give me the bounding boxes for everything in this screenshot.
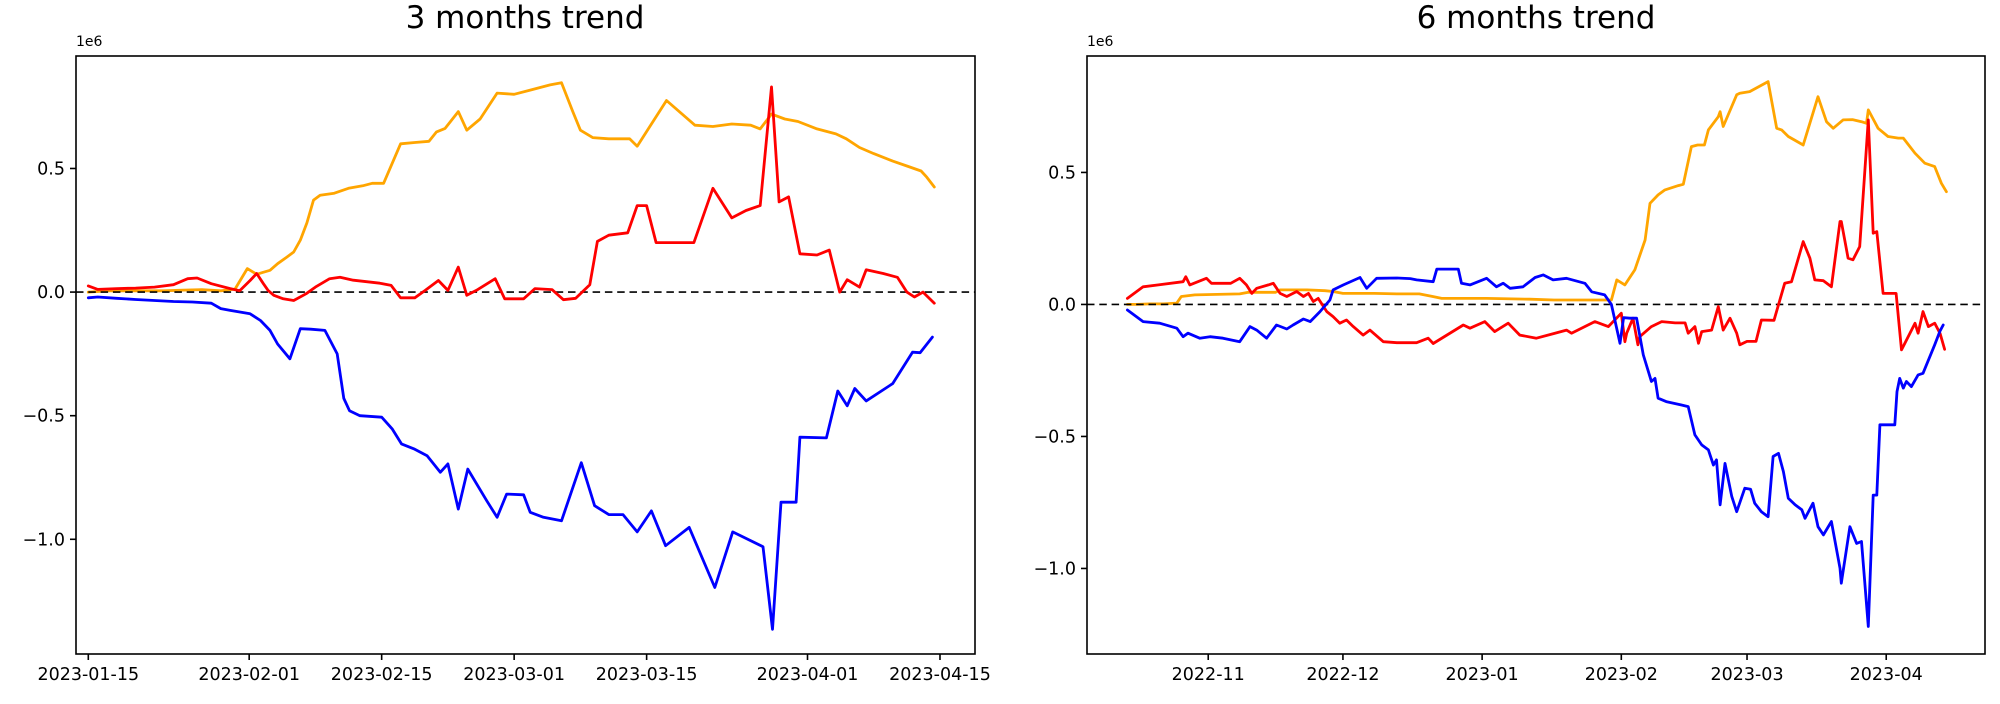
x-tick-label: 2022-11 xyxy=(1172,665,1245,685)
y-tick-label: 0.0 xyxy=(37,283,65,303)
y-axis-offset-label-left: 1e6 xyxy=(76,34,103,50)
y-tick-label: −0.5 xyxy=(1034,427,1077,447)
chart-title-6-months: 6 months trend xyxy=(1416,0,1656,36)
series-line-red xyxy=(86,85,936,305)
y-tick-label: −0.5 xyxy=(23,407,66,427)
x-tick-label: 2023-04-01 xyxy=(757,665,859,685)
chart-title-3-months: 3 months trend xyxy=(405,0,645,36)
x-tick-label: 2023-01-15 xyxy=(37,665,139,685)
x-tick-label: 2023-02-01 xyxy=(198,665,300,685)
x-tick-label: 2023-02 xyxy=(1585,665,1658,685)
y-tick-label: 0.5 xyxy=(1048,163,1076,183)
series-line-red xyxy=(1126,118,1946,352)
series-line-blue xyxy=(1126,267,1945,628)
x-tick-label: 2023-02-15 xyxy=(331,665,433,685)
y-tick-label: 0.5 xyxy=(37,159,65,179)
plot-spines xyxy=(1086,55,1986,655)
y-tick-label: 0.0 xyxy=(1048,295,1076,315)
series-line-orange xyxy=(86,81,936,294)
x-tick-label: 2023-03-01 xyxy=(463,665,565,685)
plot-spines xyxy=(75,55,976,655)
series-line-orange xyxy=(1126,80,1948,306)
x-tick-label: 2023-03 xyxy=(1710,665,1783,685)
series-line-blue xyxy=(86,295,934,631)
x-tick-label: 2023-04 xyxy=(1850,665,1923,685)
y-tick-label: −1.0 xyxy=(23,530,66,550)
x-tick-label: 2022-12 xyxy=(1306,665,1379,685)
y-tick-label: −1.0 xyxy=(1034,559,1077,579)
y-axis-offset-label-right: 1e6 xyxy=(1087,34,1114,50)
x-tick-label: 2023-04-15 xyxy=(889,665,991,685)
x-tick-label: 2023-01 xyxy=(1446,665,1519,685)
x-tick-label: 2023-03-15 xyxy=(596,665,698,685)
